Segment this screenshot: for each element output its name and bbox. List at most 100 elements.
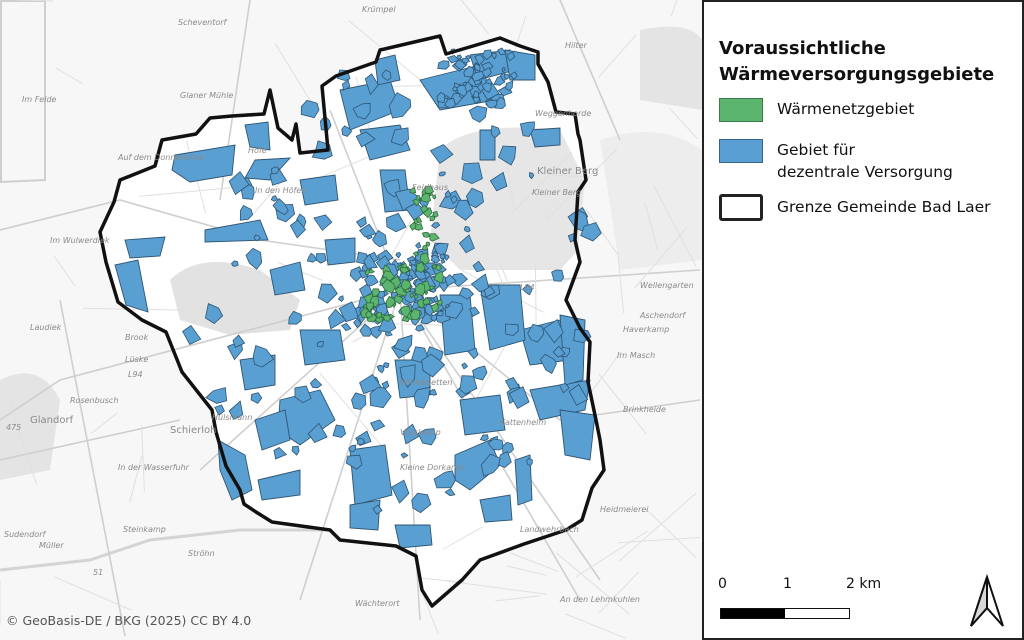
decentral-supply-area: [411, 492, 432, 514]
decentral-supply-area: [402, 423, 420, 445]
decentral-supply-area: [252, 344, 275, 368]
heat-network-area: [393, 295, 404, 305]
place-label: Kleine Dorkamp: [400, 463, 464, 472]
heat-network-area: [414, 282, 426, 297]
decentral-supply-area: [383, 362, 390, 369]
decentral-supply-area: [474, 63, 481, 72]
decentral-supply-area: [528, 171, 535, 180]
legend-label-line1: Gebiet für: [777, 141, 855, 159]
place-label: Höfe: [248, 146, 267, 155]
place-label: An den Lehmkuhlen: [559, 595, 640, 604]
boundary-swatch: [719, 194, 763, 221]
decentral-supply-area: [395, 252, 402, 259]
place-label: Winkelsetten: [400, 378, 452, 387]
decentral-supply-area: [505, 80, 514, 92]
heat-network-area: [432, 194, 437, 200]
place-label: Kleiner Berg: [537, 166, 598, 177]
decentral-supply-area: [430, 222, 441, 229]
decentral-supply-area: [390, 127, 409, 146]
place-label: Im Wulwerdiek: [50, 236, 110, 245]
road: [559, 0, 621, 141]
decentral-supply-area: [273, 447, 288, 460]
place-label: Brinkheide: [623, 405, 666, 414]
road: [618, 492, 697, 562]
decentral-supply-area: [415, 324, 425, 332]
decentral-supply-area: [461, 362, 469, 370]
road: [445, 580, 548, 595]
map-canvas[interactable]: Scheventorf Glaner Mühle Im Felde Auf dem D…: [0, 0, 702, 640]
decentral-supply-area: [299, 174, 339, 206]
decentral-supply-area: [364, 73, 379, 96]
decentral-supply-area: [294, 385, 312, 404]
decentral-supply-area: [455, 54, 463, 60]
heat-network-area: [429, 215, 436, 222]
heat-network-swatch: [719, 98, 763, 122]
decentral-supply-area: [370, 419, 386, 432]
decentral-supply-area: [430, 254, 441, 264]
decentral-supply-area: [400, 452, 409, 459]
decentral-supply-area: [340, 322, 352, 332]
heat-network-area: [420, 193, 432, 203]
decentral-supply-area: [472, 365, 488, 381]
decentral-supply-area: [437, 60, 450, 70]
heat-network-area: [428, 285, 436, 291]
decentral-supply-area: [444, 274, 457, 287]
decentral-supply-area: [444, 488, 456, 497]
heat-network-area: [422, 244, 429, 252]
road: [506, 565, 547, 576]
decentral-supply-area: [250, 392, 263, 404]
place-label: In der Wasserfuhr: [118, 463, 190, 472]
heat-network-area: [413, 294, 419, 299]
road: [575, 530, 648, 578]
decentral-supply-area: [459, 394, 506, 436]
road: [634, 226, 688, 289]
district-line: [0, 0, 46, 184]
road: [532, 173, 583, 178]
decentral-supply-area: [332, 424, 347, 438]
heat-network-area: [432, 264, 438, 269]
decentral-supply-area: [458, 234, 475, 254]
decentral-supply-area: [270, 195, 279, 202]
decentral-supply-area: [508, 386, 530, 410]
decentral-supply-area: [315, 253, 327, 264]
decentral-supply-area: [230, 260, 239, 267]
decentral-supply-area: [465, 187, 484, 209]
place-label: Müller: [39, 541, 64, 550]
decentral-supply-area: [171, 144, 236, 183]
heat-network-area: [399, 267, 410, 274]
heat-network-area: [409, 187, 417, 194]
heat-network-area: [382, 270, 395, 282]
heat-network-area: [415, 261, 426, 273]
decentral-supply-area: [446, 54, 460, 64]
place-label: Kleiner Berg: [532, 188, 581, 197]
heat-network-area: [385, 295, 396, 308]
decentral-supply-area: [501, 66, 506, 73]
decentral-supply-area: [519, 121, 535, 137]
road: [319, 373, 388, 453]
place-label: Heidmeierei: [600, 505, 649, 514]
heat-network-area: [429, 233, 440, 242]
place-label: Im Felde: [22, 95, 57, 104]
decentral-supply-area: [439, 253, 446, 260]
place-label: Sudendorf: [4, 530, 46, 539]
road: [274, 43, 314, 105]
decentral-supply-area: [405, 202, 427, 221]
decentral-supply-area: [504, 376, 521, 390]
heat-network-area: [432, 211, 439, 218]
decentral-supply-area: [501, 441, 515, 455]
legend-item-heat-network: Wärmenetzgebiet: [719, 98, 914, 122]
decentral-supply-area: [324, 237, 356, 266]
heat-network-area: [404, 288, 411, 294]
scale-label-1: 1: [783, 576, 792, 592]
road: [597, 34, 637, 79]
decentral-supply-area: [356, 437, 366, 446]
place-label: In den Höfen: [255, 186, 306, 195]
road: [82, 307, 186, 311]
place-label: Aschendorf: [639, 311, 686, 320]
road: [617, 250, 625, 314]
decentral-supply-area: [239, 204, 254, 221]
decentral-supply-area: [205, 387, 228, 404]
road: [670, 0, 678, 17]
road: [460, 0, 489, 35]
decentral-supply-area: [245, 247, 263, 270]
